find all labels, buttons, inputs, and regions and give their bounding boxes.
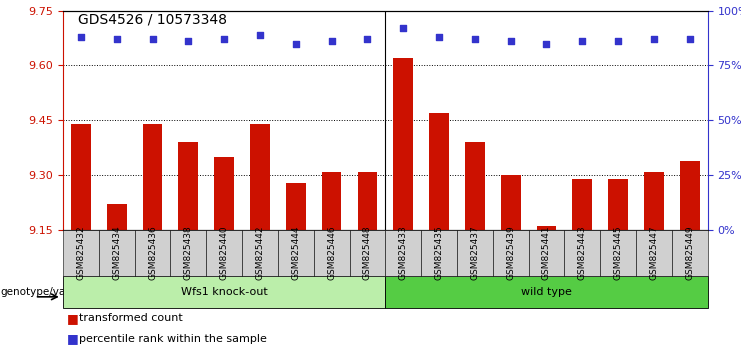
Bar	[680, 161, 700, 230]
Text: GSM825433: GSM825433	[399, 226, 408, 280]
Point	[254, 32, 266, 38]
Bar	[322, 172, 342, 230]
Bar	[358, 172, 377, 230]
Text: GSM825439: GSM825439	[506, 226, 515, 280]
Point	[147, 36, 159, 42]
Bar	[429, 113, 449, 230]
Bar	[286, 183, 305, 230]
Text: GSM825446: GSM825446	[327, 226, 336, 280]
Bar	[573, 179, 592, 230]
Bar	[465, 142, 485, 230]
Bar	[179, 142, 198, 230]
Text: GSM825432: GSM825432	[76, 226, 85, 280]
Text: ■: ■	[67, 332, 79, 346]
Text: Wfs1 knock-out: Wfs1 knock-out	[181, 287, 268, 297]
Text: GSM825435: GSM825435	[434, 226, 444, 280]
Point	[218, 36, 230, 42]
Text: GSM825449: GSM825449	[685, 226, 694, 280]
Bar	[608, 179, 628, 230]
Text: GSM825436: GSM825436	[148, 226, 157, 280]
Bar	[214, 157, 234, 230]
Text: GSM825448: GSM825448	[363, 226, 372, 280]
Text: GSM825444: GSM825444	[291, 226, 300, 280]
Bar	[501, 175, 520, 230]
Point	[684, 36, 696, 42]
Text: GSM825447: GSM825447	[649, 226, 659, 280]
Bar	[393, 58, 413, 230]
Point	[505, 39, 516, 44]
Point	[576, 39, 588, 44]
Point	[75, 34, 87, 40]
Text: GSM825438: GSM825438	[184, 226, 193, 280]
Text: transformed count: transformed count	[79, 313, 183, 323]
Point	[469, 36, 481, 42]
Text: ■: ■	[67, 312, 79, 325]
Text: GSM825445: GSM825445	[614, 226, 622, 280]
Text: GSM825437: GSM825437	[471, 226, 479, 280]
Text: wild type: wild type	[521, 287, 572, 297]
Point	[110, 36, 122, 42]
Point	[325, 39, 337, 44]
Bar	[250, 124, 270, 230]
Text: GSM825440: GSM825440	[219, 226, 229, 280]
Bar	[644, 172, 664, 230]
Text: GDS4526 / 10573348: GDS4526 / 10573348	[78, 12, 227, 27]
Text: GSM825434: GSM825434	[112, 226, 122, 280]
Bar	[536, 227, 556, 230]
Point	[182, 39, 194, 44]
Point	[648, 36, 659, 42]
Text: GSM825443: GSM825443	[578, 226, 587, 280]
Bar	[71, 124, 90, 230]
Point	[612, 39, 624, 44]
Point	[397, 25, 409, 31]
Bar	[107, 205, 127, 230]
Bar	[143, 124, 162, 230]
Point	[433, 34, 445, 40]
Point	[540, 41, 552, 46]
Text: GSM825442: GSM825442	[256, 226, 265, 280]
Point	[290, 41, 302, 46]
Text: GSM825441: GSM825441	[542, 226, 551, 280]
Text: percentile rank within the sample: percentile rank within the sample	[79, 334, 268, 344]
Point	[362, 36, 373, 42]
Text: genotype/variation: genotype/variation	[0, 287, 99, 297]
